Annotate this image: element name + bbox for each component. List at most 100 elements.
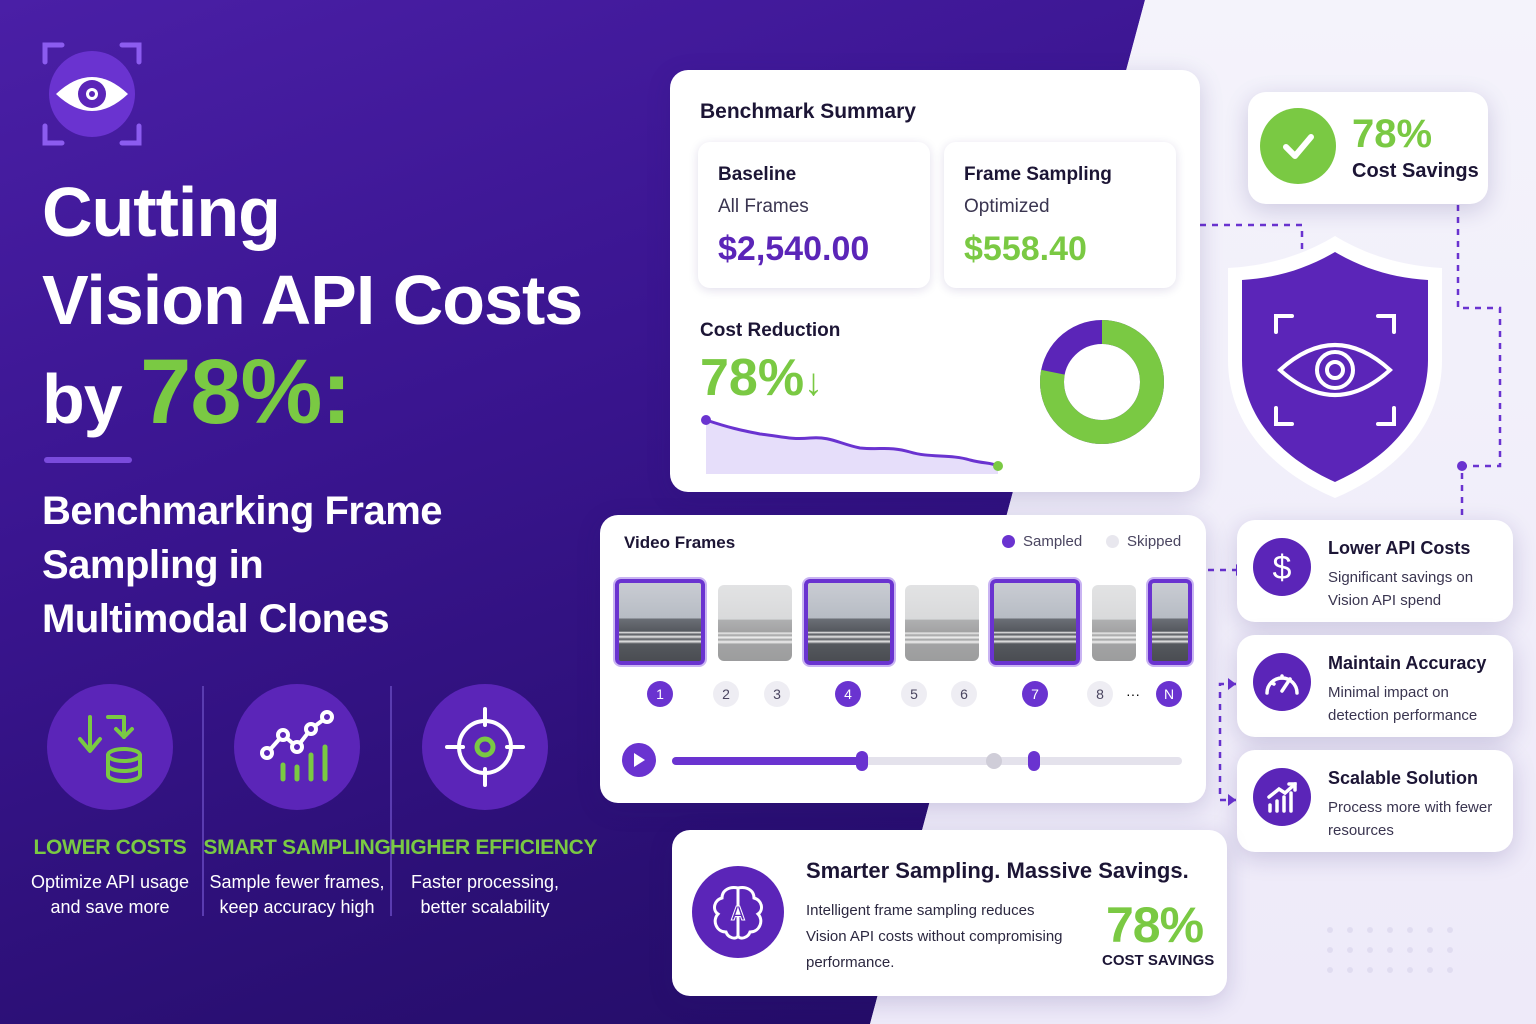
sampling-value: $558.40 — [964, 230, 1087, 268]
legend-skipped-label: Skipped — [1127, 533, 1182, 550]
feature-lower-costs: LOWER COSTS Optimize API usage and save … — [15, 684, 205, 920]
video-frame-n[interactable] — [1148, 579, 1192, 665]
frame-sampling-card: Frame Sampling Optimized $558.40 — [944, 142, 1176, 288]
savings-label: Cost Savings — [1352, 160, 1479, 182]
title-underline — [44, 457, 132, 463]
frame-number[interactable]: N — [1156, 681, 1182, 707]
frame-number[interactable]: 7 — [1022, 681, 1048, 707]
baseline-sub: All Frames — [718, 196, 809, 217]
chart-trend-icon — [234, 684, 360, 810]
feature-desc: Optimize API usage and save more — [15, 870, 205, 920]
frame-number[interactable]: 4 — [835, 681, 861, 707]
video-frames-title: Video Frames — [624, 533, 736, 552]
hero-line-1: Cutting — [42, 173, 281, 251]
frame-number-ellipsis: ··· — [1126, 686, 1140, 702]
shield-eye-icon — [1222, 232, 1448, 507]
frame-number[interactable]: 6 — [951, 681, 977, 707]
eye-logo-icon — [42, 42, 142, 146]
video-frame-1[interactable] — [615, 579, 705, 665]
benchmark-summary-card: Benchmark Summary Baseline All Frames $2… — [670, 70, 1200, 492]
skipped-dot — [1106, 535, 1119, 548]
feature-desc: Sample fewer frames, keep accuracy high — [202, 870, 392, 920]
benefit-maintain-accuracy: Maintain Accuracy Minimal impact on dete… — [1237, 635, 1513, 737]
feature-desc-line-2: and save more — [50, 897, 170, 917]
benchmark-title: Benchmark Summary — [700, 100, 916, 123]
legend-sampled-label: Sampled — [1023, 533, 1083, 550]
dollar-icon: $ — [1253, 538, 1311, 596]
feature-title: SMART SAMPLING — [203, 836, 391, 859]
timeline-handle[interactable] — [1028, 751, 1040, 771]
benefit-desc: Minimal impact on detection performance — [1328, 684, 1478, 724]
subtitle-line-3: Multimodal Clones — [42, 597, 390, 641]
legend-skipped: Skipped — [1106, 533, 1181, 550]
benefit-title: Scalable Solution — [1328, 768, 1479, 788]
smart-title: Smarter Sampling. Massive Savings. — [806, 858, 1189, 883]
sampling-sub: Optimized — [964, 196, 1050, 217]
benefit-lower-api-costs: $ Lower API Costs Significant savings on… — [1237, 520, 1513, 622]
benefit-desc: Process more with fewer resources — [1328, 799, 1493, 839]
video-frame-7[interactable] — [990, 579, 1080, 665]
video-frame-8[interactable] — [1092, 585, 1136, 661]
benefit-desc: Significant savings on Vision API spend — [1328, 569, 1474, 609]
feature-desc: Faster processing, better scalability — [390, 870, 580, 920]
legend-sampled: Sampled — [1002, 533, 1082, 550]
cost-savings-card: 78% Cost Savings — [1248, 92, 1488, 204]
feature-smart-sampling: SMART SAMPLING Sample fewer frames, keep… — [202, 684, 392, 920]
bar-chart-icon — [1253, 768, 1311, 826]
play-icon — [634, 753, 645, 767]
feature-desc-line-2: keep accuracy high — [219, 897, 375, 917]
subtitle-line-2: Sampling in — [42, 543, 264, 587]
play-button[interactable] — [622, 743, 656, 777]
smart-desc: Intelligent frame sampling reduces Visio… — [806, 902, 1063, 971]
feature-desc-line-1: Optimize API usage — [30, 872, 190, 892]
timeline-handle[interactable] — [856, 751, 868, 771]
frame-number[interactable]: 5 — [901, 681, 927, 707]
cost-reduction-label: Cost Reduction — [700, 320, 841, 341]
divider — [390, 686, 392, 916]
coins-arrow-icon — [47, 684, 173, 810]
down-arrow-icon: ↓ — [804, 362, 824, 404]
hero-percentage: 78%: — [140, 341, 352, 443]
timeline-progress — [672, 757, 861, 765]
baseline-card: Baseline All Frames $2,540.00 — [698, 142, 930, 288]
sampling-label: Frame Sampling — [964, 164, 1112, 185]
timeline-marker[interactable] — [986, 753, 1002, 769]
benefit-title: Lower API Costs — [1328, 538, 1471, 558]
video-frames-card: Video Frames Sampled Skipped 1 2 3 4 5 6… — [600, 515, 1206, 803]
benefit-scalable-solution: Scalable Solution Process more with fewe… — [1237, 750, 1513, 852]
feature-desc-line-2: better scalability — [420, 897, 550, 917]
subtitle-line-1: Benchmarking Frame — [42, 489, 443, 533]
cost-reduction-donut — [1040, 320, 1164, 444]
frame-number[interactable]: 2 — [713, 681, 739, 707]
sampled-dot — [1002, 535, 1015, 548]
feature-desc-line-1: Faster processing, — [410, 872, 560, 892]
video-frame-2[interactable] — [718, 585, 792, 661]
frame-number[interactable]: 1 — [647, 681, 673, 707]
ai-brain-icon: A — [692, 866, 784, 958]
hero-line-3-prefix: by — [42, 360, 123, 438]
target-icon — [422, 684, 548, 810]
feature-title: HIGHER EFFICIENCY — [390, 836, 598, 859]
baseline-value: $2,540.00 — [718, 230, 870, 268]
checkmark-icon — [1260, 108, 1336, 184]
frame-number[interactable]: 3 — [764, 681, 790, 707]
benefit-title: Maintain Accuracy — [1328, 653, 1487, 673]
smart-label: COST SAVINGS — [1102, 952, 1215, 969]
feature-higher-efficiency: HIGHER EFFICIENCY Faster processing, bet… — [390, 684, 598, 920]
frame-number[interactable]: 8 — [1087, 681, 1113, 707]
cost-reduction-value: 78%↓ — [700, 348, 823, 408]
video-frame-4[interactable] — [804, 579, 894, 665]
hero-subtitle: Benchmarking Frame Sampling in Multimoda… — [42, 484, 522, 646]
ai-letter: A — [731, 903, 745, 925]
svg-text:$: $ — [1273, 549, 1292, 585]
timeline-track[interactable] — [672, 757, 1182, 765]
reduction-percentage: 78% — [700, 349, 805, 407]
smarter-sampling-card: A Smarter Sampling. Massive Savings. Int… — [672, 830, 1227, 996]
smart-percentage: 78% — [1106, 897, 1204, 953]
feature-desc-line-1: Sample fewer frames, — [209, 872, 385, 892]
hero-title: Cutting Vision API Costs by 78%: — [42, 168, 583, 447]
feature-title: LOWER COSTS — [33, 836, 187, 859]
video-frame-5[interactable] — [905, 585, 979, 661]
cost-trend-sparkline — [701, 415, 1003, 474]
